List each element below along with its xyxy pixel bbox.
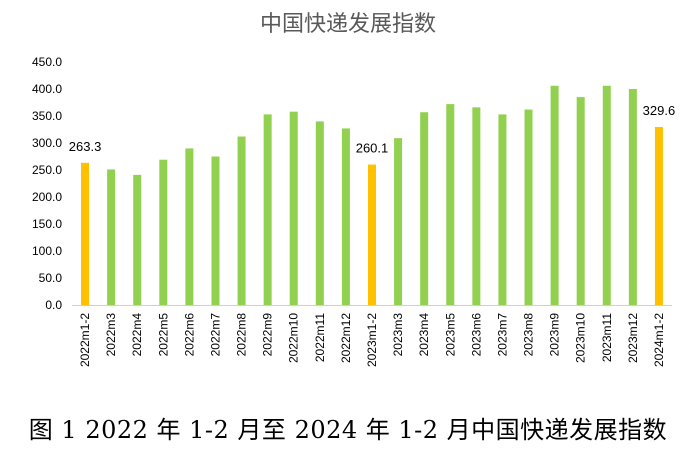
y-tick-label: 300.0 bbox=[32, 136, 62, 150]
bar bbox=[185, 148, 194, 305]
x-tick-label: 2022m3 bbox=[104, 313, 118, 357]
x-tick-label: 2022m8 bbox=[235, 313, 249, 357]
figure-caption: 图 1 2022 年 1-2 月至 2024 年 1-2 月中国快递发展指数 bbox=[28, 416, 668, 444]
x-tick-label: 2023m8 bbox=[522, 313, 536, 357]
y-tick-label: 150.0 bbox=[32, 217, 62, 231]
data-labels: 263.3 260.1 329.6 bbox=[69, 103, 675, 156]
bar bbox=[628, 89, 637, 305]
x-tick-label: 2022m11 bbox=[313, 313, 327, 362]
bar bbox=[550, 85, 559, 305]
x-tick-label: 2023m7 bbox=[495, 313, 509, 357]
x-tick-label: 2023m12 bbox=[626, 313, 640, 363]
x-tick-label: 2022m7 bbox=[208, 313, 222, 357]
bar bbox=[81, 162, 90, 305]
y-tick-label: 50.0 bbox=[39, 271, 63, 285]
x-tick-label: 2022m9 bbox=[261, 313, 275, 357]
bar bbox=[263, 114, 272, 305]
y-tick-label: 400.0 bbox=[32, 82, 62, 96]
bar bbox=[368, 164, 376, 305]
bar bbox=[211, 156, 220, 305]
bar bbox=[420, 112, 429, 305]
x-tick-label: 2023m1-2 bbox=[365, 313, 379, 367]
bar bbox=[446, 104, 455, 306]
x-tick-label: 2024m1-2 bbox=[652, 313, 666, 367]
x-tick-label: 2023m5 bbox=[443, 313, 457, 357]
y-tick-label: 200.0 bbox=[32, 190, 62, 204]
bar bbox=[602, 85, 611, 305]
x-tick-label: 2023m6 bbox=[469, 313, 483, 357]
x-tick-label: 2023m4 bbox=[417, 313, 431, 357]
data-label: 263.3 bbox=[69, 139, 102, 154]
bar bbox=[289, 111, 298, 306]
bars bbox=[81, 85, 663, 306]
y-tick-label: 350.0 bbox=[32, 109, 62, 123]
bar bbox=[159, 159, 168, 305]
bar bbox=[654, 127, 663, 306]
y-axis: 0.0 50.0 100.0 150.0 200.0 250.0 300.0 350.0 400… bbox=[32, 55, 62, 312]
x-tick-label: 2023m11 bbox=[600, 313, 614, 362]
bar bbox=[341, 128, 350, 305]
x-tick-label: 2022m6 bbox=[182, 313, 196, 357]
bar bbox=[394, 138, 403, 305]
y-tick-label: 450.0 bbox=[32, 55, 62, 69]
x-tick-label: 2022m1-2 bbox=[78, 313, 92, 367]
y-tick-label: 0.0 bbox=[45, 298, 62, 312]
bar bbox=[133, 174, 142, 305]
x-tick-label: 2022m12 bbox=[339, 313, 353, 363]
bar bbox=[524, 109, 533, 306]
x-tick-label: 2023m10 bbox=[574, 313, 588, 363]
y-tick-label: 250.0 bbox=[32, 163, 62, 177]
bar bbox=[498, 114, 507, 305]
bar bbox=[107, 169, 116, 305]
chart-title: 中国快递发展指数 bbox=[259, 12, 436, 37]
x-axis: 2022m1-2 2022m3 2022m4 2022m5 2022m6 2022m7 20… bbox=[72, 305, 672, 367]
x-tick-label: 2023m3 bbox=[391, 313, 405, 357]
y-tick-label: 100.0 bbox=[32, 244, 62, 258]
data-label: 329.6 bbox=[643, 103, 676, 118]
x-tick-label: 2023m9 bbox=[548, 313, 562, 357]
x-tick-label: 2022m5 bbox=[156, 313, 170, 357]
x-tick-label: 2022m10 bbox=[287, 313, 301, 363]
data-label: 260.1 bbox=[356, 141, 389, 156]
bar bbox=[472, 107, 481, 305]
bar bbox=[576, 97, 585, 305]
bar bbox=[315, 121, 324, 306]
x-tick-label: 2022m4 bbox=[130, 313, 144, 357]
bar bbox=[237, 136, 246, 305]
